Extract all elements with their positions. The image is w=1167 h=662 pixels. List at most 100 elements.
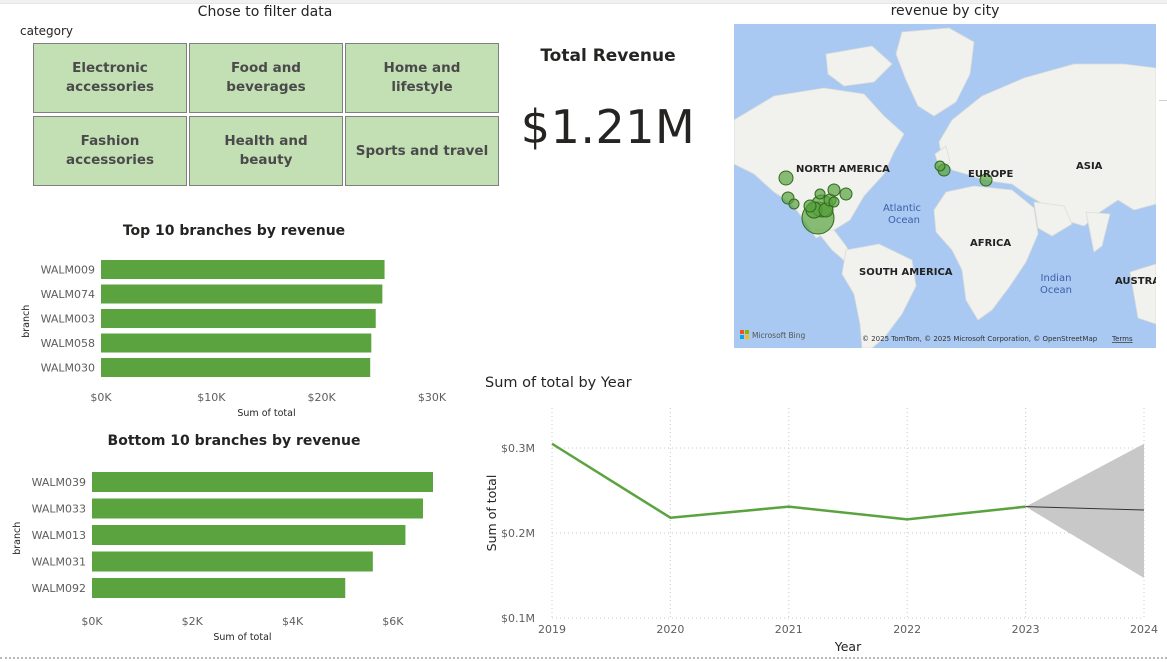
- x-tick-label: $0K: [81, 615, 103, 628]
- branch-label: WALM031: [32, 556, 86, 569]
- bottom-branches-chart[interactable]: WALM039 WALM033 WALM013 WALM031 WALM092 $0K $2…: [8, 456, 468, 646]
- top-branches-title: Top 10 branches by revenue: [122, 223, 346, 239]
- city-bubble[interactable]: [827, 183, 841, 197]
- map-terms-link[interactable]: Terms: [1111, 335, 1133, 343]
- branch-label: WALM030: [41, 362, 95, 375]
- forecast-line[interactable]: [1025, 506, 1145, 511]
- branch-label: WALM003: [41, 313, 95, 326]
- bottom-branches-title: Bottom 10 branches by revenue: [107, 433, 361, 449]
- top-border: [0, 0, 1167, 4]
- map-label-indian-ocean: Ocean: [1040, 285, 1072, 296]
- branch-bar[interactable]: [92, 551, 373, 572]
- map-label-south-america: SOUTH AMERICA: [859, 267, 953, 278]
- x-tick-label: 2023: [1012, 623, 1040, 636]
- x-tick-label: $4K: [282, 615, 304, 628]
- map-bubbles[interactable]: [778, 160, 993, 235]
- x-tick-label: $20K: [308, 391, 337, 404]
- branch-bar[interactable]: [92, 525, 406, 545]
- category-tile-fashion-accessories[interactable]: Fashion accessories: [33, 116, 187, 186]
- branch-label: WALM092: [32, 582, 86, 595]
- map-label-australia: AUSTRAL: [1115, 276, 1156, 287]
- x-tick-label: $0K: [90, 391, 112, 404]
- city-bubble[interactable]: [803, 199, 817, 213]
- map-land-north-america: [734, 87, 905, 239]
- category-tile-electronic-accessories[interactable]: Electronic accessories: [33, 43, 187, 113]
- y-axis-title: branch: [12, 522, 23, 555]
- x-tick-label: 2024: [1130, 623, 1158, 636]
- map-land-arctic-islands: [825, 45, 893, 87]
- revenue-by-year-chart[interactable]: 2019 2020 2021 2022 2023 2024 $0.1M $0.2M $0.3M Y…: [478, 398, 1160, 656]
- city-bubble[interactable]: [828, 196, 840, 208]
- series-line[interactable]: [551, 442, 1026, 521]
- branch-label: WALM039: [32, 476, 86, 489]
- map-attribution[interactable]: © 2025 TomTom, © 2025 Microsoft Corporat…: [862, 335, 1098, 343]
- bottom-border: [0, 657, 1167, 659]
- x-tick-label: 2019: [538, 623, 566, 636]
- category-tile-home-and-lifestyle[interactable]: Home and lifestyle: [345, 43, 499, 113]
- bing-logo-text: Microsoft Bing: [752, 331, 805, 340]
- city-bubble[interactable]: [979, 173, 993, 187]
- branch-bar[interactable]: [101, 333, 372, 353]
- page-divider-tick: [1159, 100, 1167, 101]
- map-title: revenue by city: [890, 3, 1000, 19]
- map-land-africa: [933, 185, 1039, 321]
- map-label-europe: EUROPE: [968, 169, 1013, 180]
- map-label-asia: ASIA: [1076, 161, 1103, 172]
- map-land-greenland: [895, 27, 975, 117]
- line-chart-title: Sum of total by Year: [485, 375, 632, 391]
- y-axis-title: Sum of total: [484, 475, 499, 552]
- map-canvas[interactable]: NORTH AMERICA EUROPE ASIA AFRICA SOUTH A…: [734, 24, 1156, 348]
- city-bubble[interactable]: [934, 160, 946, 172]
- branch-label: WALM033: [32, 503, 86, 516]
- branch-label: WALM009: [41, 264, 95, 277]
- slicer-field-label: category: [20, 24, 74, 38]
- x-axis-title: Sum of total: [237, 408, 295, 419]
- y-axis-title: branch: [21, 305, 32, 338]
- top-branches-chart[interactable]: WALM009 WALM074 WALM003 WALM058 WALM030 $0K $1…: [15, 246, 475, 422]
- branch-bar[interactable]: [101, 358, 371, 377]
- branch-bar[interactable]: [92, 578, 346, 598]
- map-label-indian: Indian: [1041, 273, 1072, 284]
- branch-label: WALM013: [32, 529, 86, 542]
- kpi-value: $1.21M: [520, 100, 696, 154]
- map-label-north-america: NORTH AMERICA: [796, 164, 890, 175]
- map-land-australia: [1129, 263, 1156, 325]
- y-tick-label: $0.2M: [501, 527, 535, 540]
- x-tick-label: 2021: [775, 623, 803, 636]
- city-bubble[interactable]: [788, 198, 800, 210]
- category-tile-food-and-beverages[interactable]: Food and beverages: [189, 43, 343, 113]
- x-tick-label: $10K: [197, 391, 226, 404]
- map-label-atlantic-ocean: Ocean: [888, 215, 920, 226]
- bing-logo: Microsoft Bing: [740, 330, 805, 340]
- branch-bar[interactable]: [101, 309, 376, 328]
- y-tick-label: $0.3M: [501, 442, 535, 455]
- branch-bar[interactable]: [101, 260, 385, 279]
- category-tile-health-and-beauty[interactable]: Health and beauty: [189, 116, 343, 186]
- x-tick-label: $2K: [182, 615, 204, 628]
- x-tick-label: 2022: [893, 623, 921, 636]
- map-label-africa: AFRICA: [970, 238, 1011, 249]
- y-tick-label: $0.1M: [501, 612, 535, 625]
- x-tick-label: $30K: [418, 391, 447, 404]
- forecast-confidence-band[interactable]: [1025, 443, 1144, 579]
- x-axis-title: Year: [834, 639, 862, 654]
- map-land-south-america: [841, 243, 917, 348]
- kpi-label: Total Revenue: [540, 46, 676, 66]
- branch-label: WALM074: [41, 288, 95, 301]
- map-land-arabia: [1033, 201, 1073, 237]
- branch-bar[interactable]: [92, 472, 433, 492]
- category-tile-sports-and-travel[interactable]: Sports and travel: [345, 116, 499, 186]
- map-label-atlantic: Atlantic: [883, 203, 921, 214]
- city-bubble[interactable]: [778, 170, 794, 186]
- branch-bar[interactable]: [101, 284, 383, 304]
- x-tick-label: $6K: [382, 615, 404, 628]
- branch-label: WALM058: [41, 337, 95, 350]
- slicer-title: Chose to filter data: [197, 4, 333, 20]
- city-bubble[interactable]: [814, 188, 826, 200]
- branch-bar[interactable]: [92, 498, 423, 519]
- revenue-map[interactable]: NORTH AMERICA EUROPE ASIA AFRICA SOUTH A…: [734, 24, 1156, 348]
- city-bubble[interactable]: [839, 187, 853, 201]
- x-axis-title: Sum of total: [213, 632, 271, 643]
- x-tick-label: 2020: [656, 623, 684, 636]
- map-land-india: [1085, 211, 1111, 253]
